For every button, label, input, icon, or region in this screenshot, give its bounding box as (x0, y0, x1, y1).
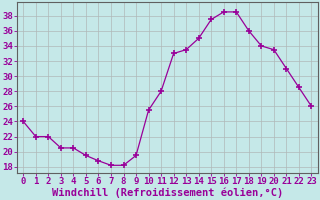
X-axis label: Windchill (Refroidissement éolien,°C): Windchill (Refroidissement éolien,°C) (52, 187, 283, 198)
